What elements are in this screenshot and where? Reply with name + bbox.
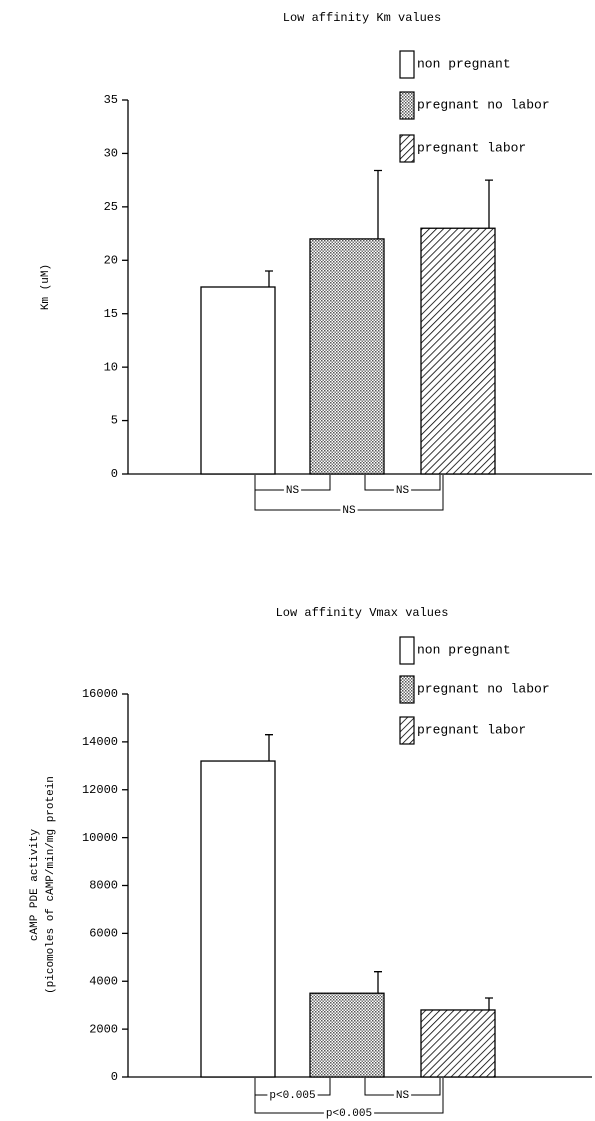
legend-label: pregnant labor — [417, 722, 526, 737]
comparison-label: p<0.005 — [326, 1108, 372, 1120]
legend-swatch — [399, 716, 415, 745]
legend-swatch — [399, 675, 415, 704]
legend-label: pregnant no labor — [417, 681, 550, 696]
y-tick-label: 6000 — [89, 927, 118, 941]
error-bar — [265, 734, 273, 762]
comparison-label: NS — [342, 505, 356, 517]
error-bar — [265, 270, 273, 287]
comparison-label-bg — [393, 1089, 412, 1101]
comparison-label-bg — [267, 1089, 318, 1101]
comparison-label: p<0.005 — [269, 1090, 315, 1102]
error-bar — [374, 169, 382, 239]
comparison-label: NS — [396, 485, 410, 497]
comparison-label-bg — [323, 1107, 375, 1119]
y-tick-label: 8000 — [89, 879, 118, 893]
comparison-label-bg — [340, 504, 358, 516]
y-tick-label: 12000 — [82, 783, 118, 797]
bar — [309, 992, 385, 1078]
legend-swatch — [399, 91, 415, 120]
bar — [420, 1009, 496, 1078]
legend-label: pregnant no labor — [417, 97, 550, 112]
y-tick-label: 14000 — [82, 735, 118, 749]
bar — [200, 286, 276, 475]
y-tick-label: 0 — [111, 467, 118, 481]
y-tick-label: 10 — [104, 360, 118, 374]
comparison-label-bg — [283, 484, 302, 496]
comparison-label: NS — [396, 1090, 410, 1102]
y-axis-label: Km (uM) — [40, 264, 52, 310]
bar — [200, 760, 276, 1078]
comparison-label-bg — [393, 484, 412, 496]
bar — [309, 238, 385, 475]
legend-swatch — [399, 636, 415, 665]
y-tick-label: 10000 — [82, 831, 118, 845]
y-tick-label: 15 — [104, 307, 118, 321]
legend-swatch — [399, 50, 415, 79]
error-bar — [485, 997, 493, 1010]
y-tick-label: 20 — [104, 253, 118, 267]
y-tick-label: 25 — [104, 200, 118, 214]
legend-label: non pregnant — [417, 56, 511, 71]
y-tick-label: 30 — [104, 147, 118, 161]
y-tick-label: 2000 — [89, 1022, 118, 1036]
y-tick-label: 4000 — [89, 974, 118, 988]
comparison-label: NS — [286, 485, 300, 497]
y-axis-label: cAMP PDE activity — [29, 828, 41, 941]
y-tick-label: 5 — [111, 414, 118, 428]
y-axis-label: (picomoles of cAMP/min/mg protein — [45, 776, 57, 994]
legend-label: pregnant labor — [417, 140, 526, 155]
y-tick-label: 16000 — [82, 687, 118, 701]
error-bar — [374, 971, 382, 994]
y-tick-label: 35 — [104, 93, 118, 107]
y-tick-label: 0 — [111, 1070, 118, 1084]
chart-title: Low affinity Vmax values — [276, 606, 449, 620]
legend-label: non pregnant — [417, 642, 511, 657]
error-bar — [485, 179, 493, 229]
legend-swatch — [399, 134, 415, 163]
chart-title: Low affinity Km values — [283, 11, 441, 25]
bar — [420, 227, 496, 475]
